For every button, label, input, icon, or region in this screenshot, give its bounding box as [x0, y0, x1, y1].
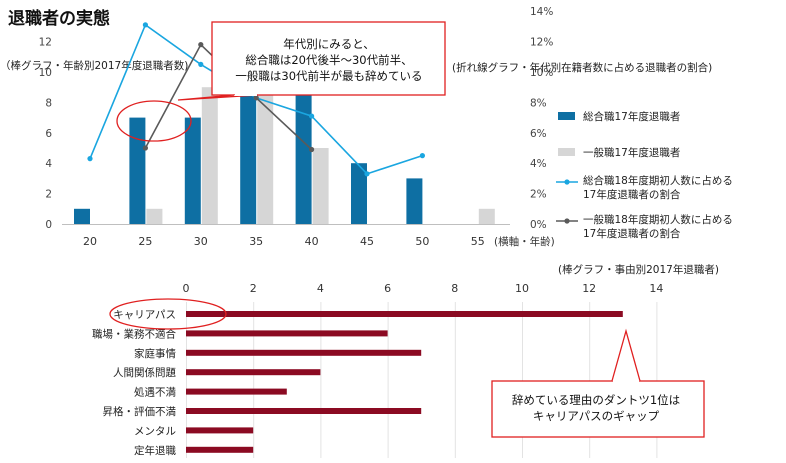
top-callout-line: 総合職は20代後半〜30代前半、: [245, 53, 413, 67]
y2-tick-label: 10%: [530, 67, 553, 79]
x-tick-label: 14: [649, 282, 663, 295]
ratio-main-point: [87, 156, 93, 162]
y2-tick-label: 6%: [530, 128, 547, 140]
y-tick-label: 2: [45, 189, 52, 201]
bar-general: [146, 208, 163, 224]
x-tick-label: 45: [360, 235, 374, 248]
ratio-general-point: [142, 145, 148, 151]
top-callout-pointer: [177, 94, 259, 101]
y-tick-label: 6: [45, 128, 52, 140]
x-tick-label: 40: [305, 235, 319, 248]
category-label: 処遇不満: [134, 386, 176, 399]
legend-swatch-general-marker: [564, 218, 570, 224]
y2-tick-label: 0%: [530, 219, 547, 231]
bar-general: [312, 148, 329, 224]
bar-main: [295, 56, 312, 224]
category-label: 職場・業務不適合: [92, 327, 176, 340]
ratio-main-point: [419, 153, 425, 159]
highlight-ellipse-bottom: [109, 298, 227, 330]
legend-label: 総合職18年度期初人数に占める17年度退職者の割合: [583, 175, 733, 201]
bottom-chart-note: (棒グラフ・事由別2017年退職者): [558, 264, 719, 276]
legend-label: 一般職18年度期初人数に占める17年度退職者の割合: [583, 214, 733, 240]
top-callout-text: 年代別にみると、 総合職は20代後半〜30代前半、 一般職は30代前半が最も辞め…: [218, 36, 440, 84]
y2-tick-label: 12%: [530, 37, 553, 49]
x-tick-label: 20: [83, 235, 97, 248]
bar-main: [129, 117, 146, 224]
ratio-main-point: [142, 22, 148, 28]
reason-bar: [186, 446, 254, 453]
bottom-callout-line: キャリアパスのギャップ: [532, 409, 660, 423]
y-tick-label: 12: [39, 37, 52, 49]
x-tick-label: 55: [471, 235, 485, 248]
ratio-main-point: [198, 61, 204, 67]
x-tick-label: 0: [183, 282, 190, 295]
bar-main: [240, 72, 257, 224]
reason-bar: [186, 388, 287, 395]
right-axis-note: (折れ線グラフ・年代別在籍者数に占める退職者の割合): [452, 62, 713, 74]
reason-bar: [186, 349, 422, 356]
reason-bar: [186, 408, 422, 414]
x-tick-label: 10: [515, 282, 529, 295]
x-tick-label: 6: [384, 282, 391, 295]
reason-bar: [186, 427, 254, 434]
category-label: メンタル: [134, 425, 176, 437]
bar-main: [184, 117, 201, 224]
y2-tick-label: 2%: [530, 189, 547, 201]
x-tick-label: 12: [582, 282, 596, 295]
bar-main: [74, 208, 90, 224]
highlight-ellipse-top: [116, 100, 192, 142]
top-callout-box: [211, 21, 446, 96]
bottom-callout-line: 辞めている理由のダントツ1位は: [511, 393, 681, 407]
category-label: 人間関係問題: [113, 367, 176, 379]
reason-bar: [186, 369, 321, 376]
ratio-general-point: [253, 95, 259, 101]
bar-main: [351, 163, 367, 224]
bar-main: [406, 178, 423, 224]
x-tick-label: 30: [194, 235, 208, 248]
category-label: 家庭事情: [134, 347, 176, 360]
left-axis-note: （棒グラフ・年齢別2017年度退職者数): [0, 60, 189, 72]
top-callout-line: 年代別にみると、: [283, 37, 375, 51]
bar-general: [201, 87, 218, 224]
y-tick-label: 10: [39, 67, 52, 79]
x-tick-label: 2: [250, 282, 257, 295]
legend-swatch-main-bar: [558, 112, 575, 120]
bottom-callout-text: 辞めている理由のダントツ1位は キャリアパスのギャップ: [496, 392, 696, 424]
y2-tick-label: 4%: [530, 158, 547, 170]
bar-general: [478, 208, 495, 224]
top-callout-line: 一般職は30代前半が最も辞めている: [235, 69, 423, 83]
category-label: キャリアパス: [113, 309, 176, 321]
y2-tick-label: 8%: [530, 97, 547, 109]
bar-general: [257, 87, 274, 224]
y-tick-label: 4: [45, 158, 52, 170]
ratio-main-point: [309, 113, 315, 119]
bottom-callout-box: [491, 380, 705, 438]
category-label: 定年退職: [134, 444, 176, 457]
reason-bar: [186, 311, 623, 317]
legend-label: 総合職17年度退職者: [583, 111, 681, 123]
x-tick-label: 8: [451, 282, 458, 295]
x-axis-suffix: (横軸・年齢): [494, 235, 555, 248]
bottom-callout-pointer: [611, 328, 641, 382]
ratio-general-point: [309, 146, 315, 153]
x-tick-label: 25: [138, 235, 152, 248]
y-tick-label: 8: [45, 97, 52, 109]
x-tick-label: 50: [415, 235, 429, 248]
ratio-main-point: [364, 171, 370, 177]
legend-swatch-main-marker: [564, 179, 570, 185]
y-tick-label: 0: [45, 219, 52, 231]
y2-tick-label: 14%: [530, 6, 553, 18]
legend-swatch-general-bar: [558, 148, 575, 156]
legend-label: 一般職17年度退職者: [583, 147, 681, 159]
ratio-general-point: [198, 42, 204, 48]
x-tick-label: 35: [249, 235, 263, 248]
page-title: 退職者の実態: [8, 9, 110, 29]
category-label: 昇格・評価不満: [103, 405, 177, 418]
x-tick-label: 4: [317, 282, 324, 295]
reason-bar: [186, 330, 388, 337]
